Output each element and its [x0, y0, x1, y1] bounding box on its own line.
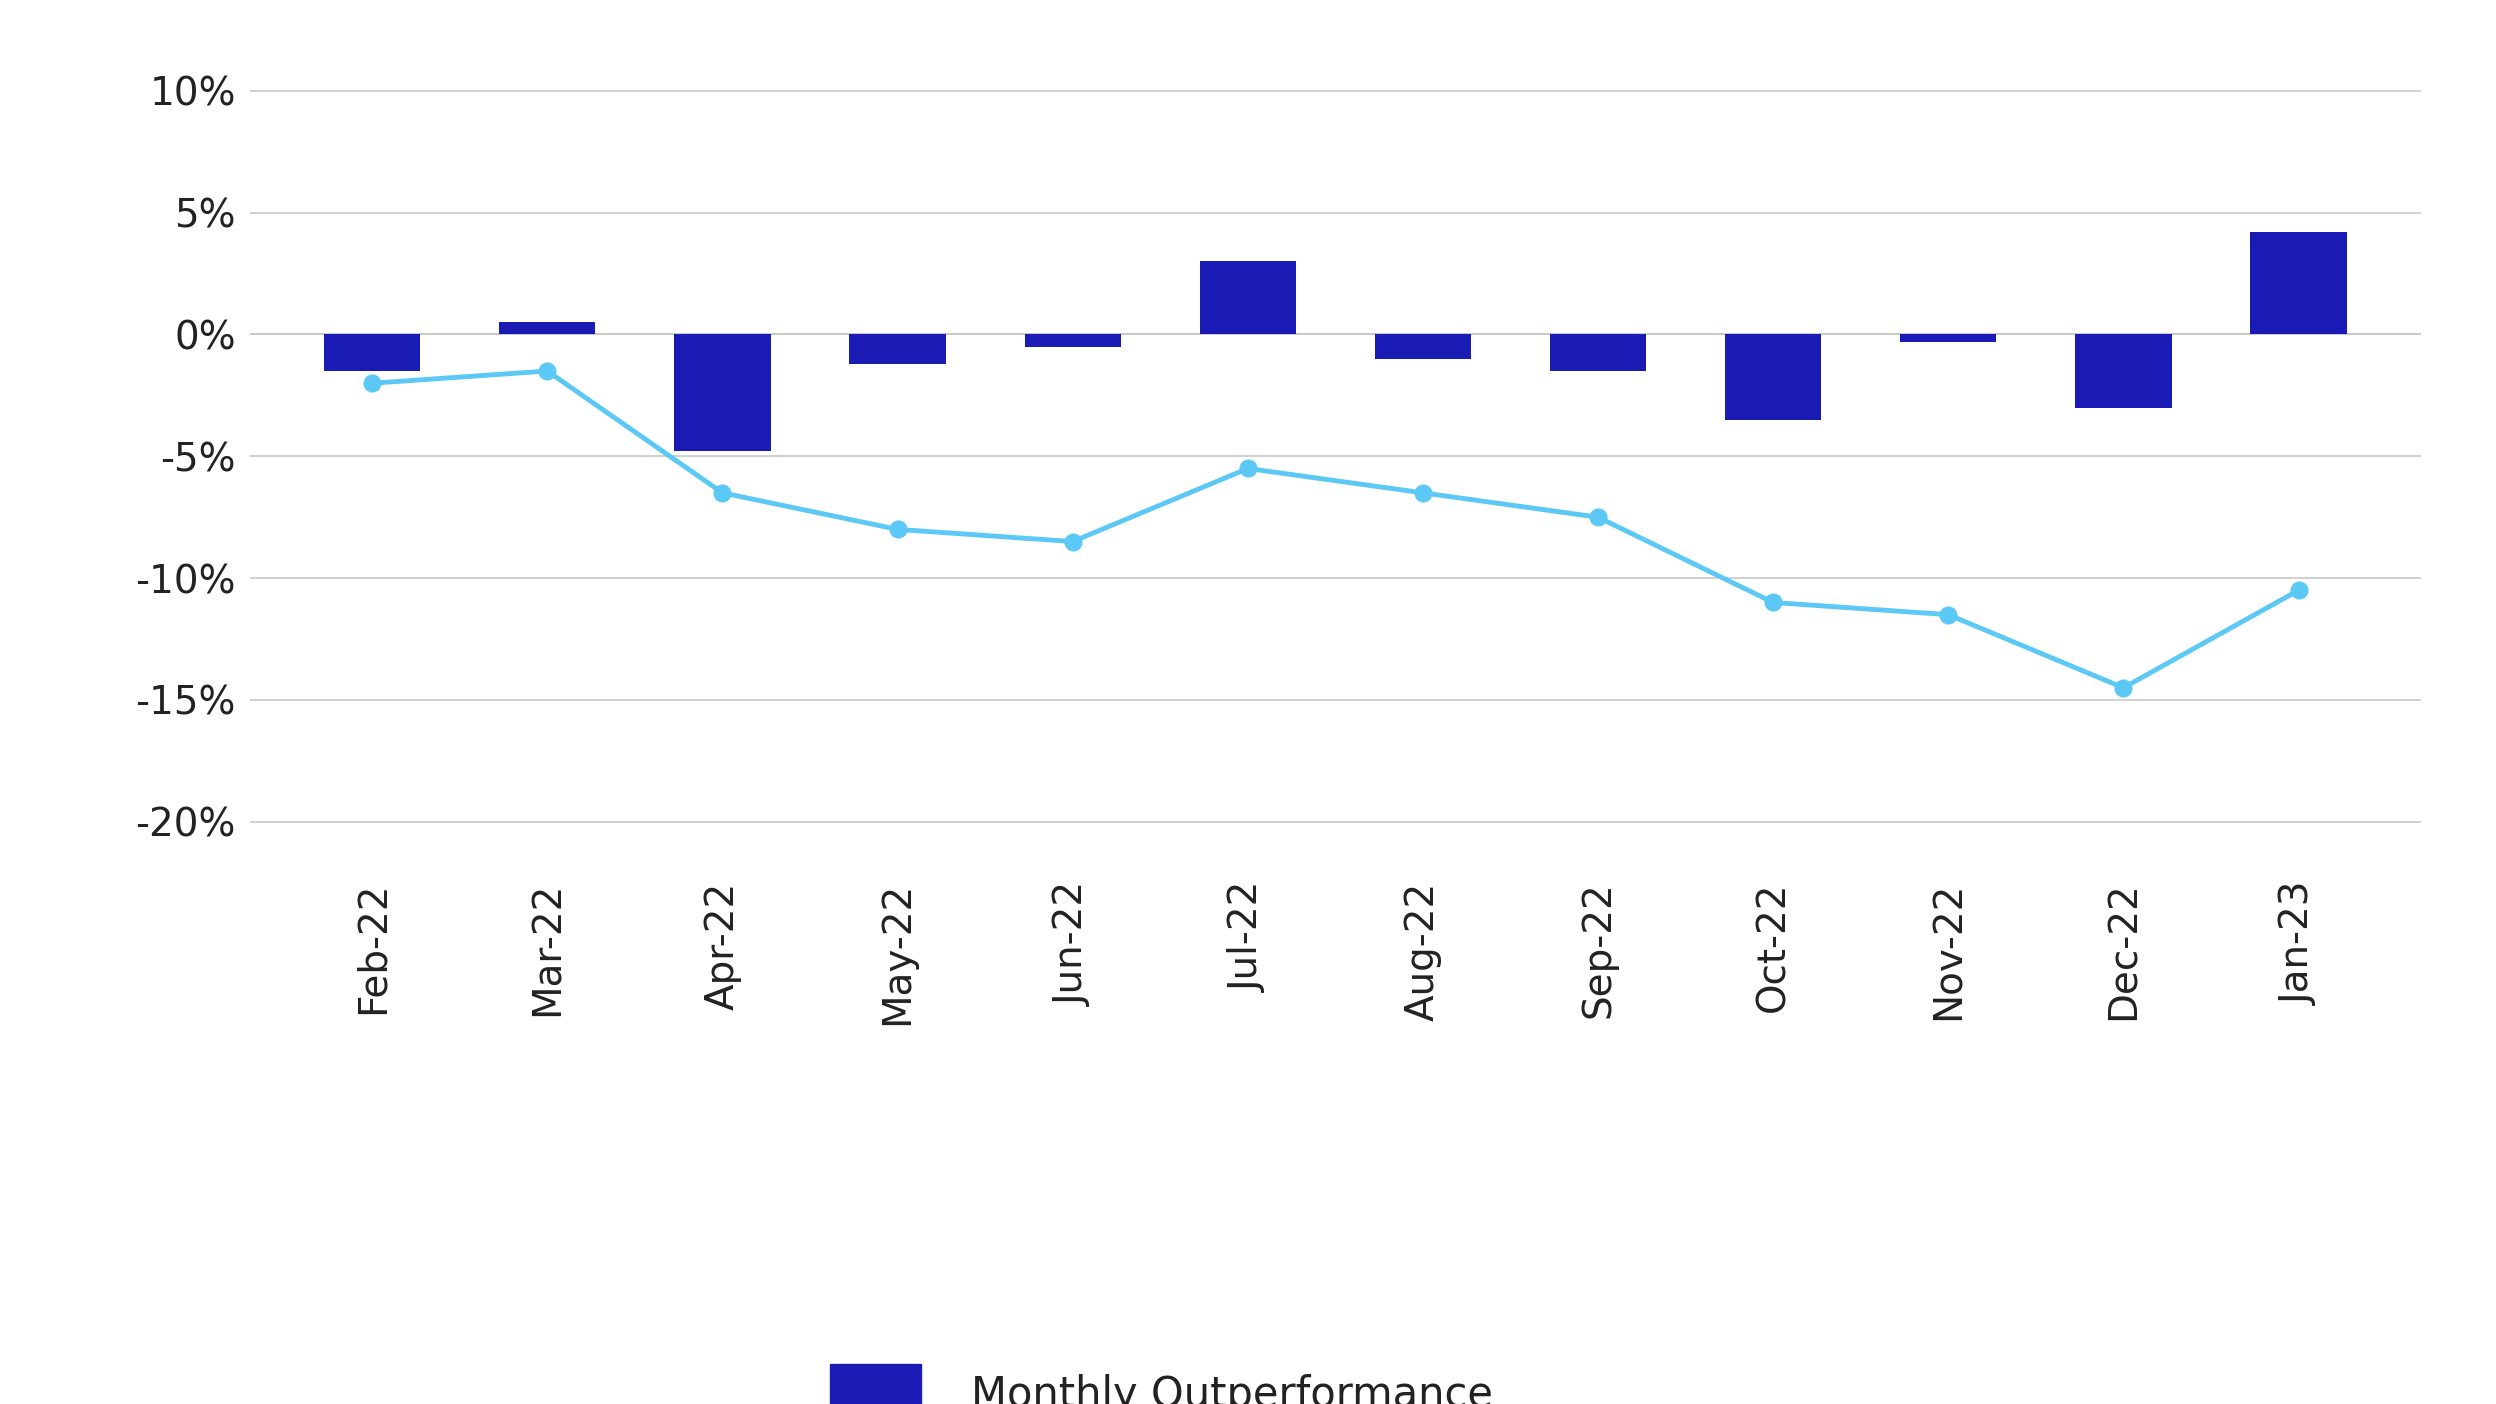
Bar: [1899, 334, 1997, 341]
Bar: [674, 334, 771, 452]
Legend: Monthly Outperformance, Cumulative 12M: Monthly Outperformance, Cumulative 12M: [789, 1323, 1535, 1404]
Bar: [324, 334, 419, 371]
Cumulative 12M: [1408, 484, 1438, 501]
Cumulative 12M: [2284, 581, 2314, 598]
Line: Cumulative 12M: Cumulative 12M: [364, 362, 2306, 696]
Cumulative 12M: [2109, 680, 2139, 696]
Cumulative 12M: [706, 484, 736, 501]
Cumulative 12M: [1058, 534, 1088, 550]
Bar: [499, 323, 597, 334]
Cumulative 12M: [1582, 508, 1612, 525]
Cumulative 12M: [357, 375, 387, 392]
Bar: [1550, 334, 1647, 371]
Bar: [1201, 261, 1295, 334]
Bar: [1725, 334, 1822, 420]
Bar: [2074, 334, 2172, 407]
Bar: [1023, 334, 1121, 347]
Cumulative 12M: [1934, 607, 1964, 623]
Cumulative 12M: [532, 362, 562, 379]
Cumulative 12M: [1757, 594, 1787, 611]
Bar: [2251, 232, 2346, 334]
Bar: [849, 334, 946, 364]
Cumulative 12M: [884, 521, 914, 538]
Bar: [1375, 334, 1470, 359]
Cumulative 12M: [1233, 461, 1263, 477]
